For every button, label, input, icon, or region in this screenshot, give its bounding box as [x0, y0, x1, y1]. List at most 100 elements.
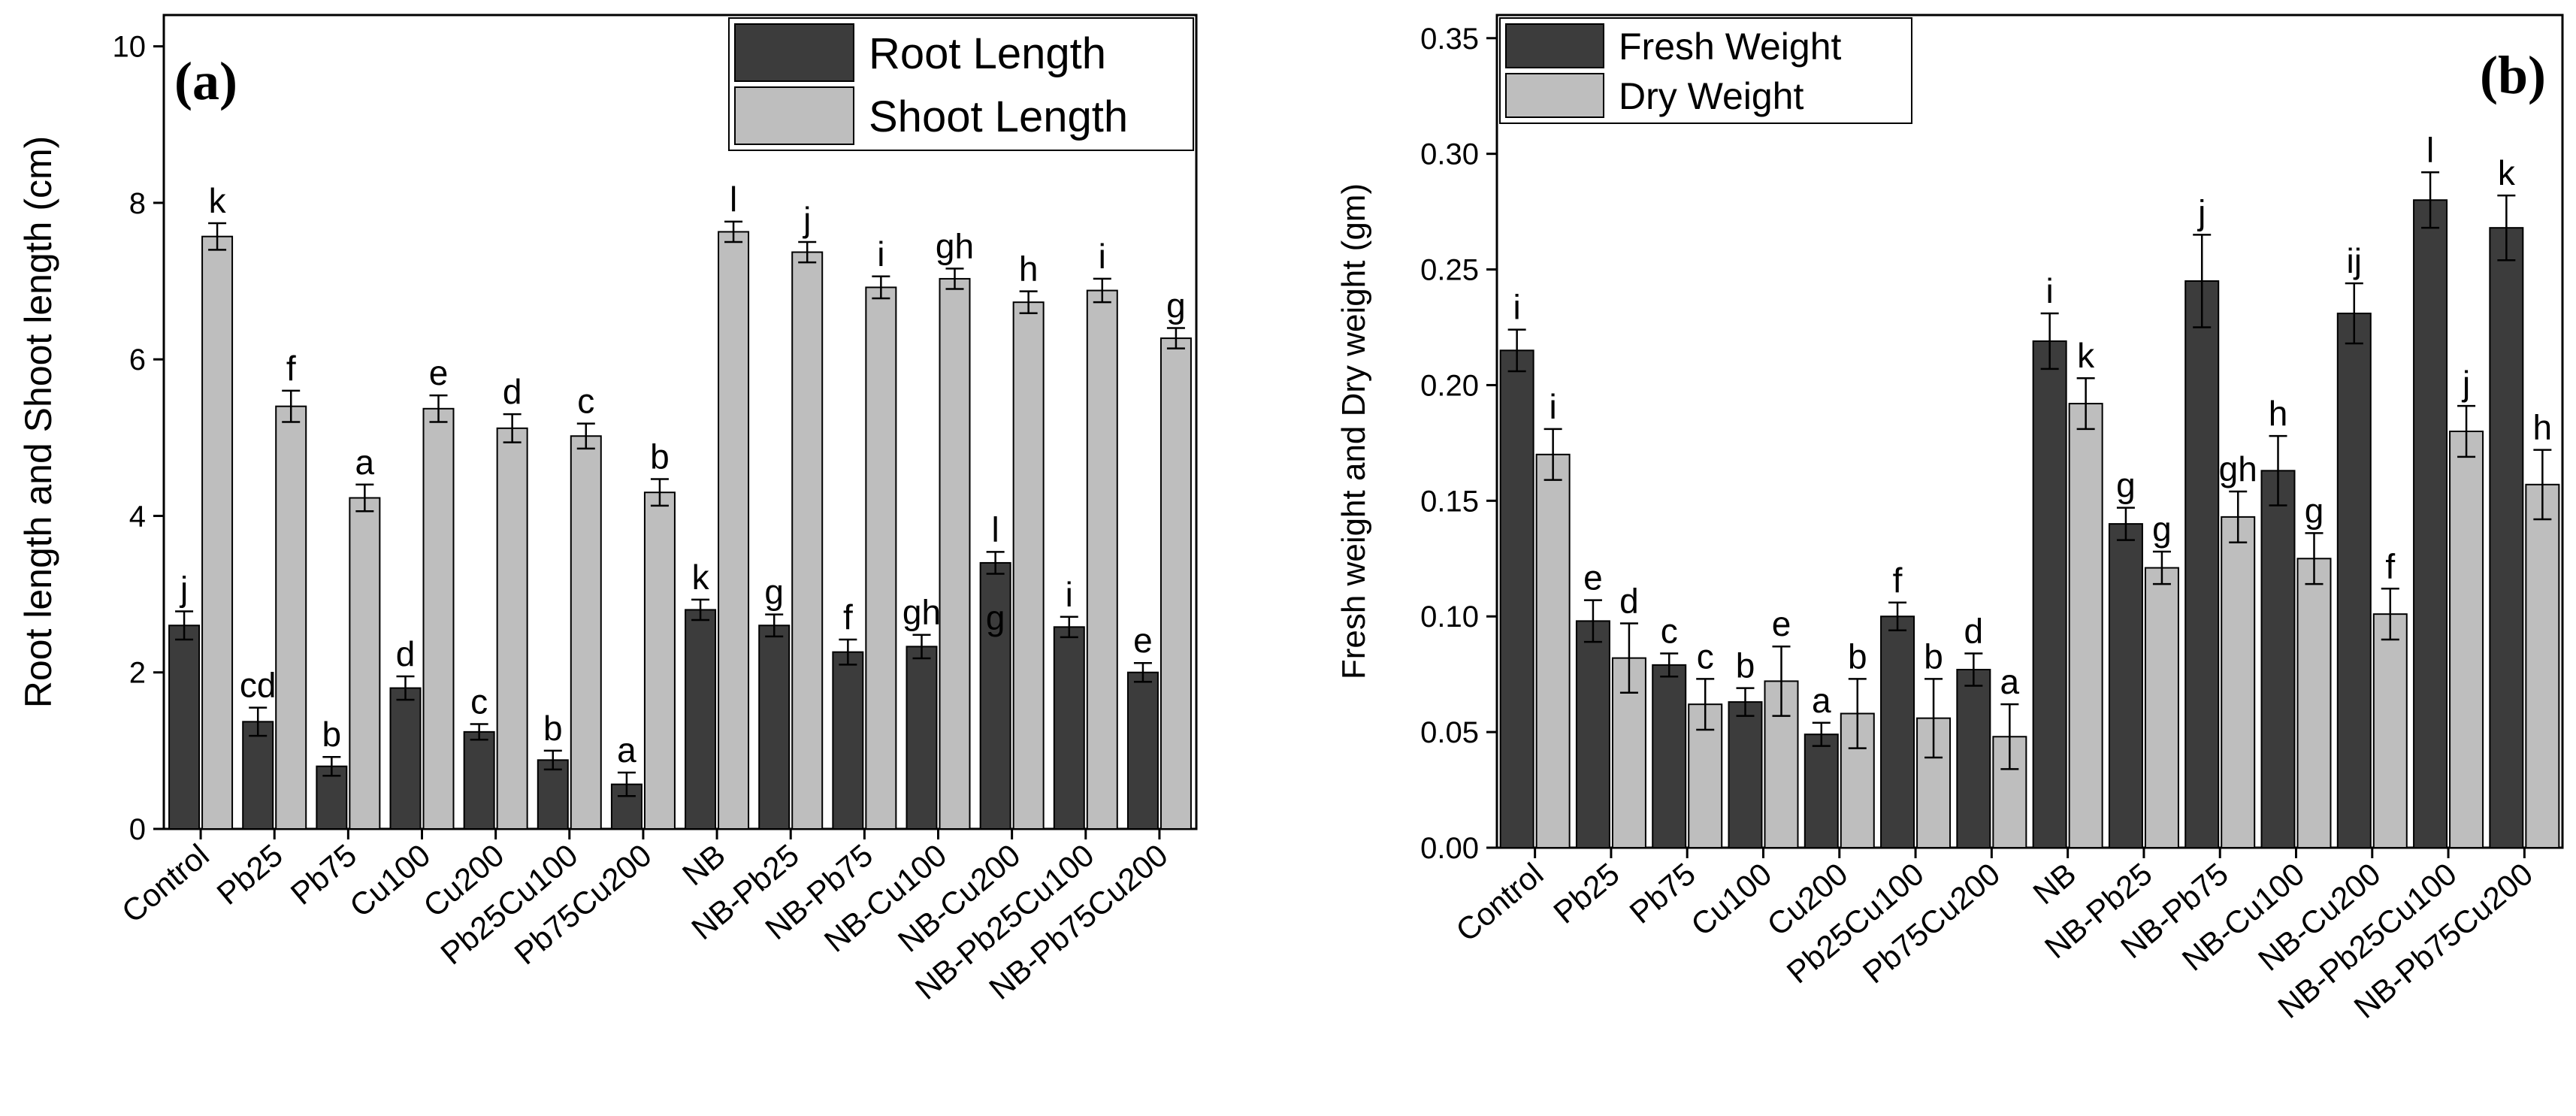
inner-annotation: g — [986, 598, 1005, 637]
legend-label: Fresh Weight — [1619, 26, 1842, 68]
fresh-dry-weight-chart: 0.00 0.05 0.10 0.15 0.20 0.25 0.30 0.35 Fresh we… — [1335, 14, 2564, 1025]
significance-label: c — [1661, 611, 1678, 650]
significance-label: i — [2046, 271, 2054, 310]
bar-shoot-length — [865, 286, 897, 830]
bar-root-length — [1126, 671, 1159, 830]
significance-label: e — [1583, 558, 1603, 597]
bar-shoot-length — [201, 235, 234, 830]
significance-label: e — [1133, 621, 1153, 660]
significance-label: c — [577, 382, 594, 421]
bar-shoot-length — [643, 491, 676, 830]
bar-root-length — [758, 625, 791, 830]
significance-label: b — [650, 437, 670, 476]
y-tick-label: 0.05 — [1420, 716, 1479, 749]
significance-label: b — [322, 715, 342, 754]
chart-panel-a: 0 2 4 6 8 10 Root length and Shoot length (cm)… — [0, 0, 1277, 1116]
significance-label: f — [843, 597, 853, 637]
bar-root-length — [168, 625, 201, 830]
legend-swatch — [1505, 23, 1604, 68]
x-tick-label: Control — [1449, 856, 1550, 948]
bar-fresh-weight — [2260, 470, 2296, 848]
bar-dry-weight — [1535, 453, 1571, 848]
significance-label: j — [179, 570, 188, 609]
bar-root-length — [242, 721, 274, 830]
significance-label: j — [2197, 192, 2206, 231]
bar-root-length — [906, 646, 938, 830]
bar-shoot-length — [1086, 289, 1118, 830]
bar-fresh-weight — [2184, 280, 2220, 848]
plot-frame — [1495, 14, 2564, 849]
significance-label: l — [730, 180, 737, 219]
significance-label: e — [1772, 604, 1791, 643]
bar-fresh-weight — [1499, 349, 1534, 848]
x-tick-label: Control — [115, 837, 216, 930]
bar-fresh-weight — [1575, 620, 1610, 849]
bar-fresh-weight — [2108, 523, 2143, 848]
y-tick-label: 10 — [113, 31, 147, 64]
significance-label: g — [2116, 466, 2136, 505]
significance-label: g — [764, 573, 784, 612]
significance-label: b — [1736, 646, 1755, 685]
significance-label: b — [1924, 637, 1943, 676]
y-tick-label: 2 — [129, 657, 146, 690]
significance-label: d — [396, 634, 416, 673]
significance-label: e — [429, 353, 449, 392]
significance-label: c — [1697, 637, 1714, 676]
bar-shoot-length — [570, 435, 602, 830]
significance-label: f — [286, 349, 296, 388]
y-axis-title: Root length and Shoot length (cm) — [17, 136, 59, 709]
significance-label: f — [2385, 546, 2395, 585]
bar-shoot-length — [496, 427, 528, 830]
plot-frame — [162, 14, 1198, 830]
legend-label: Shoot Length — [869, 92, 1128, 141]
significance-label: h — [1019, 250, 1039, 289]
bar-fresh-weight — [2413, 199, 2448, 848]
bar-root-length — [832, 651, 864, 830]
y-tick-label: 0.00 — [1420, 832, 1479, 865]
significance-label: h — [2269, 394, 2288, 433]
significance-label: h — [2533, 408, 2553, 447]
bar-root-length — [389, 687, 422, 830]
bar-dry-weight — [2296, 558, 2332, 848]
significance-label: d — [1619, 581, 1639, 620]
y-tick-label: 0.25 — [1420, 254, 1479, 287]
significance-label: g — [2305, 491, 2324, 530]
bar-dry-weight — [2221, 516, 2256, 849]
x-tick-label: Cu100 — [1684, 856, 1778, 943]
significance-label: g — [2152, 510, 2172, 549]
y-tick-label: 8 — [129, 187, 146, 220]
significance-label: b — [543, 709, 563, 748]
significance-label: k — [2077, 336, 2095, 375]
bar-shoot-length — [939, 277, 971, 830]
legend-swatch — [734, 86, 854, 145]
bar-root-length — [463, 730, 495, 830]
significance-label: a — [617, 730, 636, 770]
y-tick-label: 4 — [129, 500, 146, 533]
x-tick-label: Cu100 — [343, 837, 437, 924]
significance-label: j — [802, 200, 811, 239]
bar-fresh-weight — [1804, 733, 1839, 849]
significance-label: l — [2426, 130, 2434, 169]
y-axis-title: Fresh weight and Dry weight (gm) — [1335, 183, 1372, 679]
x-tick-label: Pb25 — [1547, 856, 1625, 930]
significance-label: a — [2000, 662, 2020, 701]
y-tick-label: 0.10 — [1420, 600, 1479, 634]
y-tick-label: 0.20 — [1420, 369, 1479, 402]
bar-fresh-weight — [1728, 701, 1763, 848]
bar-dry-weight — [2449, 431, 2484, 848]
significance-label: gh — [936, 226, 974, 265]
significance-label: j — [2461, 364, 2470, 403]
bar-fresh-weight — [2032, 340, 2067, 848]
bar-dry-weight — [2068, 403, 2103, 848]
significance-label: ij — [2347, 241, 2362, 280]
significance-label: i — [877, 234, 884, 274]
chart-panel-b: 0.00 0.05 0.10 0.15 0.20 0.25 0.30 0.35 Fresh we… — [1293, 0, 2576, 1116]
significance-label: c — [470, 682, 488, 721]
bar-fresh-weight — [1956, 669, 1991, 848]
bar-shoot-length — [349, 497, 381, 830]
bar-shoot-length — [422, 407, 455, 830]
bar-shoot-length — [275, 405, 307, 830]
y-tick-label: 6 — [129, 343, 146, 377]
y-tick-label: 0 — [129, 813, 146, 846]
significance-label: gh — [903, 593, 941, 632]
